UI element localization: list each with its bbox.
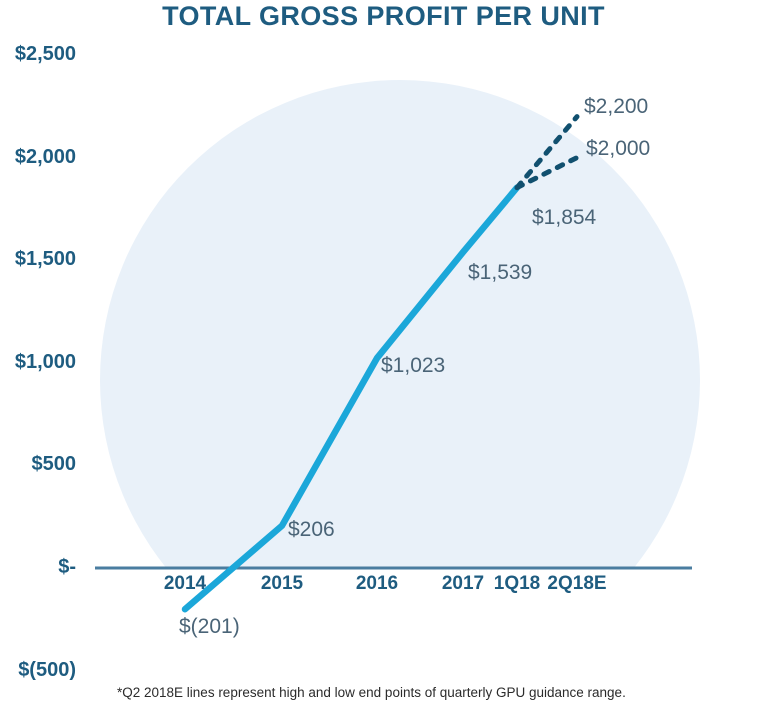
data-label-2016: $1,023: [381, 354, 446, 378]
background-circle: [100, 80, 700, 567]
x-axis-label: 2015: [260, 573, 304, 594]
chart-footnote: *Q2 2018E lines represent high and low e…: [117, 685, 626, 700]
chart-title: TOTAL GROSS PROFIT PER UNIT: [162, 1, 605, 31]
y-tick-label: $500: [31, 453, 77, 476]
data-label-2017: $1,539: [468, 261, 533, 285]
data-label-2015: $206: [288, 517, 335, 541]
data-label-2q18e: $2,200: [584, 94, 649, 118]
data-label-1q18: $1,854: [532, 205, 597, 229]
y-tick-label: $1,000: [14, 350, 76, 373]
x-axis-label: 1Q18: [493, 573, 541, 594]
total-gpu-line: [181, 184, 521, 613]
data-label-2q18e: $2,000: [586, 136, 651, 160]
guidance-high-line: [514, 114, 580, 191]
data-label-2014: $(201): [179, 615, 240, 639]
y-tick-label: $1,500: [14, 248, 76, 271]
guidance-low-line: [514, 155, 580, 191]
x-axis-label: 2014: [163, 573, 207, 594]
y-tick-label: $(500): [18, 658, 76, 681]
y-tick-label: $2,000: [14, 145, 76, 168]
x-axis-label: 2017: [441, 573, 485, 594]
y-tick-label: $2,500: [14, 43, 76, 65]
y-tick-label: $-: [58, 556, 76, 578]
x-axis-label: 2016: [355, 573, 399, 594]
x-axis-label: 2Q18E: [547, 573, 607, 594]
